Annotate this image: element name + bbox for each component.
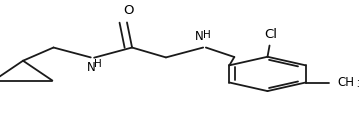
- Text: 3: 3: [356, 80, 359, 89]
- Text: CH: CH: [338, 76, 355, 89]
- Text: N: N: [195, 30, 204, 43]
- Text: H: H: [94, 59, 102, 69]
- Text: O: O: [123, 4, 134, 17]
- Text: Cl: Cl: [264, 28, 278, 41]
- Text: H: H: [203, 30, 210, 40]
- Text: N: N: [87, 61, 96, 74]
